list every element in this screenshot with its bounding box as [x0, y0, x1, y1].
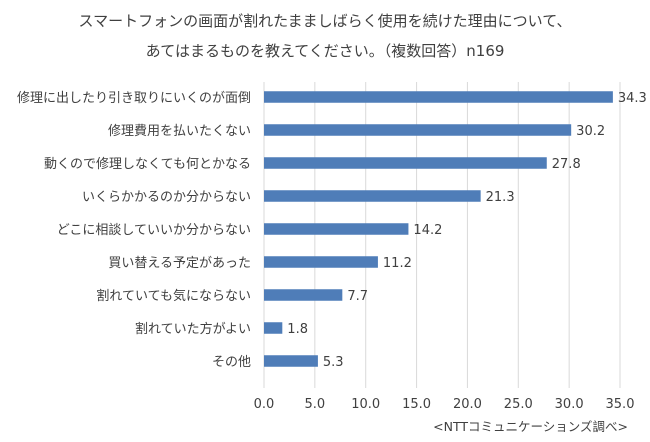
x-tick-label: 5.0	[305, 397, 326, 412]
category-label: 割れていた方がよい	[135, 321, 251, 337]
x-tick-label: 0.0	[254, 397, 275, 412]
bar	[264, 190, 481, 202]
category-label: 修理に出したり引き取りにいくのが面倒	[17, 91, 251, 106]
x-tick-label: 15.0	[402, 397, 431, 412]
bar	[264, 256, 378, 268]
value-label: 1.8	[287, 322, 308, 337]
category-label: どこに相談していいか分からない	[57, 222, 251, 238]
bar	[264, 91, 613, 103]
source-note: <NTTコミュニケーションズ調べ>	[433, 419, 628, 434]
value-label: 11.2	[383, 256, 412, 271]
chart-title-line-1: スマートフォンの画面が割れたまましばらく使用を続けた理由について、	[78, 12, 572, 30]
category-label: いくらかかるのか分からない	[82, 190, 251, 205]
category-label: 買い替える予定があった	[108, 256, 251, 271]
value-label: 14.2	[413, 223, 442, 238]
bars	[264, 91, 613, 367]
x-tick-label: 20.0	[453, 397, 482, 412]
bar	[264, 355, 318, 367]
x-tick-label: 25.0	[504, 397, 533, 412]
value-label: 21.3	[486, 190, 515, 205]
bar	[264, 322, 283, 334]
bar	[264, 124, 572, 136]
bar	[264, 289, 343, 301]
value-label: 7.7	[347, 289, 368, 304]
bar	[264, 157, 547, 169]
chart-title-line-2: あてはまるものを教えてください。（複数回答）n169	[145, 42, 505, 60]
x-axis-ticks: 0.0 5.0 10.0 15.0 20.0 25.0 30.0 35.0	[254, 397, 635, 412]
value-label: 5.3	[323, 355, 344, 370]
x-tick-label: 30.0	[555, 397, 584, 412]
category-label: 割れていても気にならない	[96, 288, 251, 304]
value-labels: 34.3 30.2 27.8 21.3 14.2 11.2 7.7 1.8 5.3	[287, 91, 647, 370]
x-tick-label: 35.0	[606, 397, 635, 412]
value-label: 27.8	[552, 157, 581, 172]
value-label: 30.2	[576, 124, 605, 139]
category-label: 動くので修理しなくても何とかなる	[44, 156, 251, 172]
bar	[264, 223, 409, 235]
x-tick-label: 10.0	[351, 397, 380, 412]
value-label: 34.3	[618, 91, 647, 106]
category-label: その他	[212, 355, 251, 370]
category-labels: 修理に出したり引き取りにいくのが面倒修理費用を払いたくない動くので修理しなくても…	[17, 91, 251, 370]
category-label: 修理費用を払いたくない	[108, 124, 251, 139]
